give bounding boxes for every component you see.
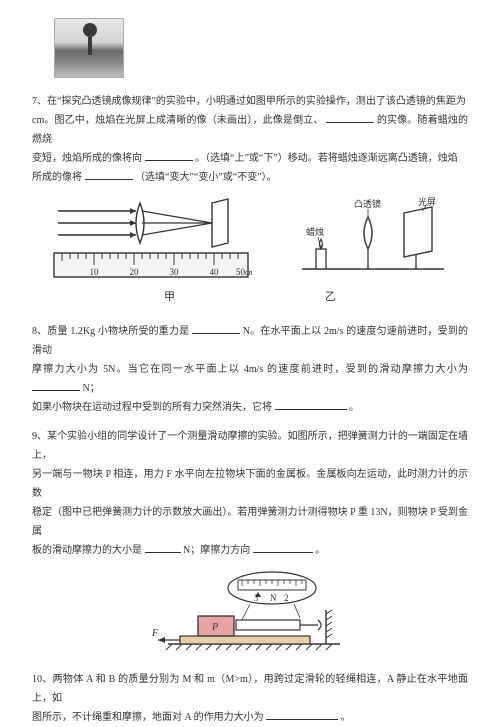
svg-text:N: N [270,593,277,603]
q7-blank-3 [85,170,133,180]
q7-l3b: 。（选填“上”或“下”）移动。若将蜡烛逐渐远离凸透镜，烛焰 [195,153,458,164]
q8-f: 。 [349,402,359,413]
svg-text:50cm: 50cm [236,267,252,277]
q7-l4a: 所成的像将 [32,172,82,183]
q9-text: 9、某个实验小组的同学设计了一个测量滑动摩擦的实验。如图所示，把弹簧测力计的一端… [32,427,468,560]
q9-a: 9、某个实验小组的同学设计了一个测量滑动摩擦的实验。如图所示，把弹簧测力计的一端… [32,431,468,461]
q10-a: 10、两物体 A 和 B 的质量分别为 M 和 m（M>m），用跨过定滑轮的轻绳… [32,674,468,704]
svg-text:P: P [211,622,218,633]
diagram-yi: 蜡烛 凸透镜 光屏 [298,197,448,283]
q9-diagram: 3 N 2 P F [32,570,468,654]
svg-text:蜡烛: 蜡烛 [306,226,324,237]
q8-e: 如果小物块在运动过程中受到的所有力突然消失，它将 [32,402,272,413]
svg-text:凸透镜: 凸透镜 [354,198,381,209]
q8-blank-2 [32,381,80,391]
q10-text: 10、两物体 A 和 B 的质量分别为 M 和 m（M>m），用跨过定滑轮的轻绳… [32,670,468,727]
q7-blank-2 [145,151,193,161]
q9-blank-1 [145,543,181,553]
q7-text: 7、在“探究凸透镜成像规律”的实验中，小明通过如图甲所示的实验操作，测出了该凸透… [32,92,468,187]
q10-b: 图所示，不计绳重和摩擦，地面对 A 的作用力大小为 [32,712,264,723]
q8-blank-3 [275,400,347,410]
q7-blank-1 [326,113,374,123]
svg-text:2: 2 [284,593,289,603]
svg-text:10: 10 [90,267,100,277]
q10-blank-1 [266,710,338,720]
q8-a: 8、质量 1.2Kg 小物块所受的重力是 [32,326,189,337]
q8-text: 8、质量 1.2Kg 小物块所受的重力是 N。在水平面上以 2m/s 的速度匀速… [32,322,468,417]
svg-text:3: 3 [254,593,259,603]
q9-f: 。 [315,545,325,556]
svg-text:F: F [151,628,159,639]
svg-text:光屏: 光屏 [418,197,436,207]
svg-text:30: 30 [170,267,180,277]
q9-b: 另一端与一物块 P 相连，用力 F 水平向左拉物块下面的金属板。金属板向左运动，… [32,469,468,499]
q9-e: N；摩擦力方向 [183,545,250,556]
q10-c: 。 [341,712,351,723]
svg-text:40: 40 [210,267,220,277]
svg-text:20: 20 [130,267,140,277]
q8-blank-1 [192,324,240,334]
apparatus-photo [54,18,124,78]
q9-c: 稳定（图中已把弹簧测力计的示数放大画出）。若用弹簧测力计测得物块 P 重 13N… [32,507,468,537]
diagram-jia: 10 20 30 40 50cm [52,197,252,283]
q7-diagrams: 10 20 30 40 50cm 蜡烛 凸透镜 光屏 [32,197,468,283]
q8-d: N； [83,383,100,394]
caption-jia: 甲 [164,287,175,308]
q9-d: 板的滑动摩擦力的大小是 [32,545,142,556]
q7-captions: 甲 乙 [32,287,468,308]
caption-yi: 乙 [325,287,336,308]
q7-l4b: （选填“变大”“变小”或“不变”）。 [135,172,277,183]
q8-c: 摩擦力大小为 5N。当它在同一水平面上以 4m/s 的速度前进时，受到的滑动摩擦… [32,364,468,375]
q7-l3a: 变短，烛焰所成的像将向 [32,153,142,164]
q7-l2a: cm。图乙中，烛焰在光屏上成清晰的像（未画出），此像是倒立、 [32,115,324,126]
q9-blank-2 [253,543,313,553]
q7-l1a: 7、在“探究凸透镜成像规律”的实验中，小明通过如图甲所示的实验操作，测出了该凸透… [32,96,466,107]
